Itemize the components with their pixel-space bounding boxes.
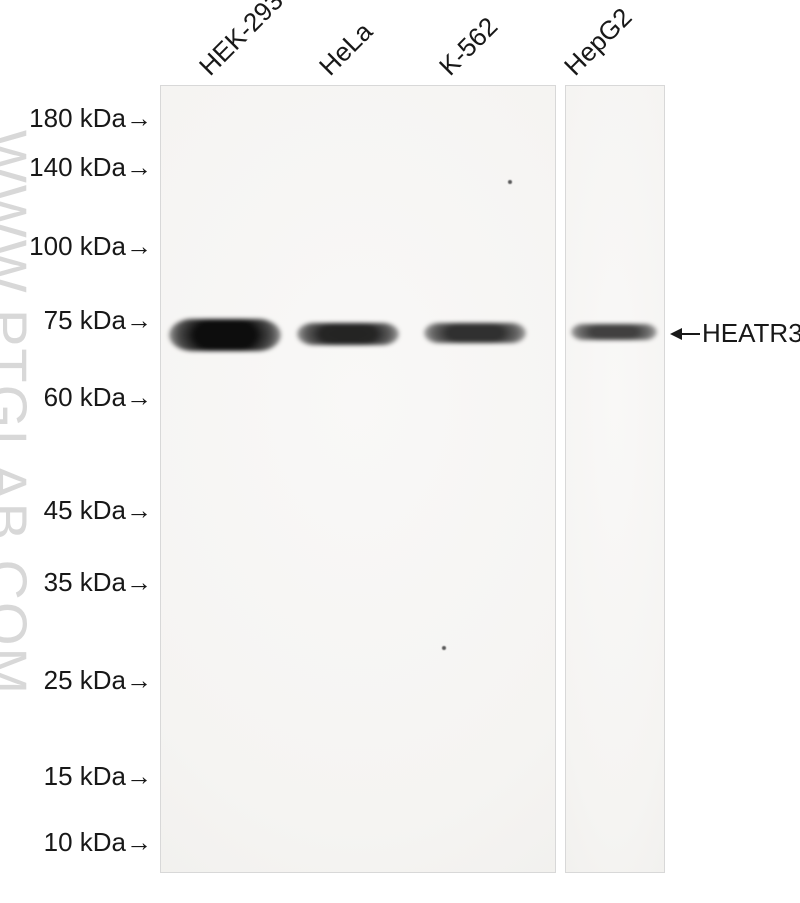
lane-label: HepG2 <box>558 2 638 82</box>
mw-marker: 75 kDa→ <box>44 305 152 336</box>
lane-label: HEK-293 <box>193 0 290 82</box>
target-label: HEATR3 <box>702 318 800 349</box>
western-blot-figure: WWW.PTGLAB.COM 180 kDa→ 140 kDa→ 100 kDa→ 7… <box>0 0 800 903</box>
blot-strip <box>565 85 665 873</box>
blot-strip <box>160 85 556 873</box>
mw-marker: 140 kDa→ <box>29 152 152 183</box>
watermark-text: WWW.PTGLAB.COM <box>0 130 40 696</box>
lane-label: HeLa <box>313 16 379 82</box>
blot-band <box>169 319 281 351</box>
blot-band <box>571 324 657 340</box>
mw-marker: 100 kDa→ <box>29 231 152 262</box>
mw-marker: 45 kDa→ <box>44 495 152 526</box>
artifact-speck <box>442 646 446 650</box>
mw-marker: 180 kDa→ <box>29 103 152 134</box>
blot-band <box>424 323 526 343</box>
mw-marker: 10 kDa→ <box>44 827 152 858</box>
artifact-speck <box>508 180 512 184</box>
mw-marker: 35 kDa→ <box>44 567 152 598</box>
blot-band <box>297 323 399 345</box>
lane-label: K-562 <box>433 11 504 82</box>
mw-marker: 15 kDa→ <box>44 761 152 792</box>
mw-marker: 60 kDa→ <box>44 382 152 413</box>
mw-marker: 25 kDa→ <box>44 665 152 696</box>
target-arrow-head <box>670 328 682 340</box>
